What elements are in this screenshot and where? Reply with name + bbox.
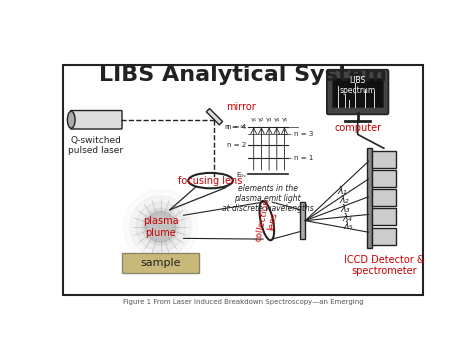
Text: γ₄: γ₄	[273, 117, 280, 122]
Circle shape	[130, 196, 191, 258]
Text: λ₂: λ₂	[339, 195, 349, 205]
Circle shape	[142, 208, 179, 245]
FancyBboxPatch shape	[367, 148, 372, 248]
Text: plasma
plume: plasma plume	[143, 216, 178, 238]
Text: LIBS
spectrum: LIBS spectrum	[339, 76, 376, 95]
Text: n = ∞: n = ∞	[225, 124, 246, 130]
Text: γ₁: γ₁	[251, 117, 257, 122]
Circle shape	[124, 190, 198, 264]
Ellipse shape	[67, 111, 75, 128]
Text: sample: sample	[140, 258, 181, 268]
Text: λ₅: λ₅	[344, 222, 354, 231]
Ellipse shape	[188, 173, 233, 188]
Ellipse shape	[259, 201, 274, 240]
Circle shape	[136, 202, 185, 251]
FancyBboxPatch shape	[122, 253, 199, 273]
FancyBboxPatch shape	[372, 208, 396, 225]
Text: n = 3: n = 3	[294, 131, 313, 138]
Text: LIBS Analytical System: LIBS Analytical System	[99, 65, 387, 85]
FancyBboxPatch shape	[372, 228, 396, 245]
FancyBboxPatch shape	[327, 70, 389, 114]
Polygon shape	[206, 108, 223, 125]
Text: λ₄: λ₄	[342, 212, 352, 223]
Text: γ₅: γ₅	[282, 117, 288, 122]
Text: collection
lens: collection lens	[254, 197, 282, 244]
FancyBboxPatch shape	[300, 202, 305, 239]
Text: elements in the
plasma emit light
at discrete wavelengths: elements in the plasma emit light at dis…	[222, 184, 313, 214]
FancyBboxPatch shape	[63, 65, 423, 295]
FancyBboxPatch shape	[71, 111, 122, 129]
FancyBboxPatch shape	[332, 78, 383, 107]
Text: n = 2: n = 2	[227, 142, 246, 148]
Text: n = 4: n = 4	[227, 124, 246, 130]
FancyBboxPatch shape	[372, 170, 396, 187]
Text: λ₃: λ₃	[341, 204, 350, 214]
Text: n = 1: n = 1	[294, 154, 313, 161]
FancyBboxPatch shape	[372, 150, 396, 168]
Text: E₀ₛ: E₀ₛ	[236, 172, 246, 178]
Text: γ₃: γ₃	[266, 117, 272, 122]
Text: λ₁: λ₁	[337, 186, 347, 196]
Text: Figure 1 From Laser Induced Breakdown Spectroscopy—an Emerging: Figure 1 From Laser Induced Breakdown Sp…	[123, 299, 363, 305]
Text: ICCD Detector &
spectrometer: ICCD Detector & spectrometer	[344, 254, 424, 276]
Text: mirror: mirror	[226, 102, 256, 112]
FancyBboxPatch shape	[372, 189, 396, 206]
Text: γ₂: γ₂	[258, 117, 264, 122]
Text: Q-switched
pulsed laser: Q-switched pulsed laser	[68, 136, 123, 155]
Text: computer: computer	[334, 123, 381, 133]
Text: focusing lens: focusing lens	[178, 176, 243, 186]
Circle shape	[145, 211, 176, 242]
